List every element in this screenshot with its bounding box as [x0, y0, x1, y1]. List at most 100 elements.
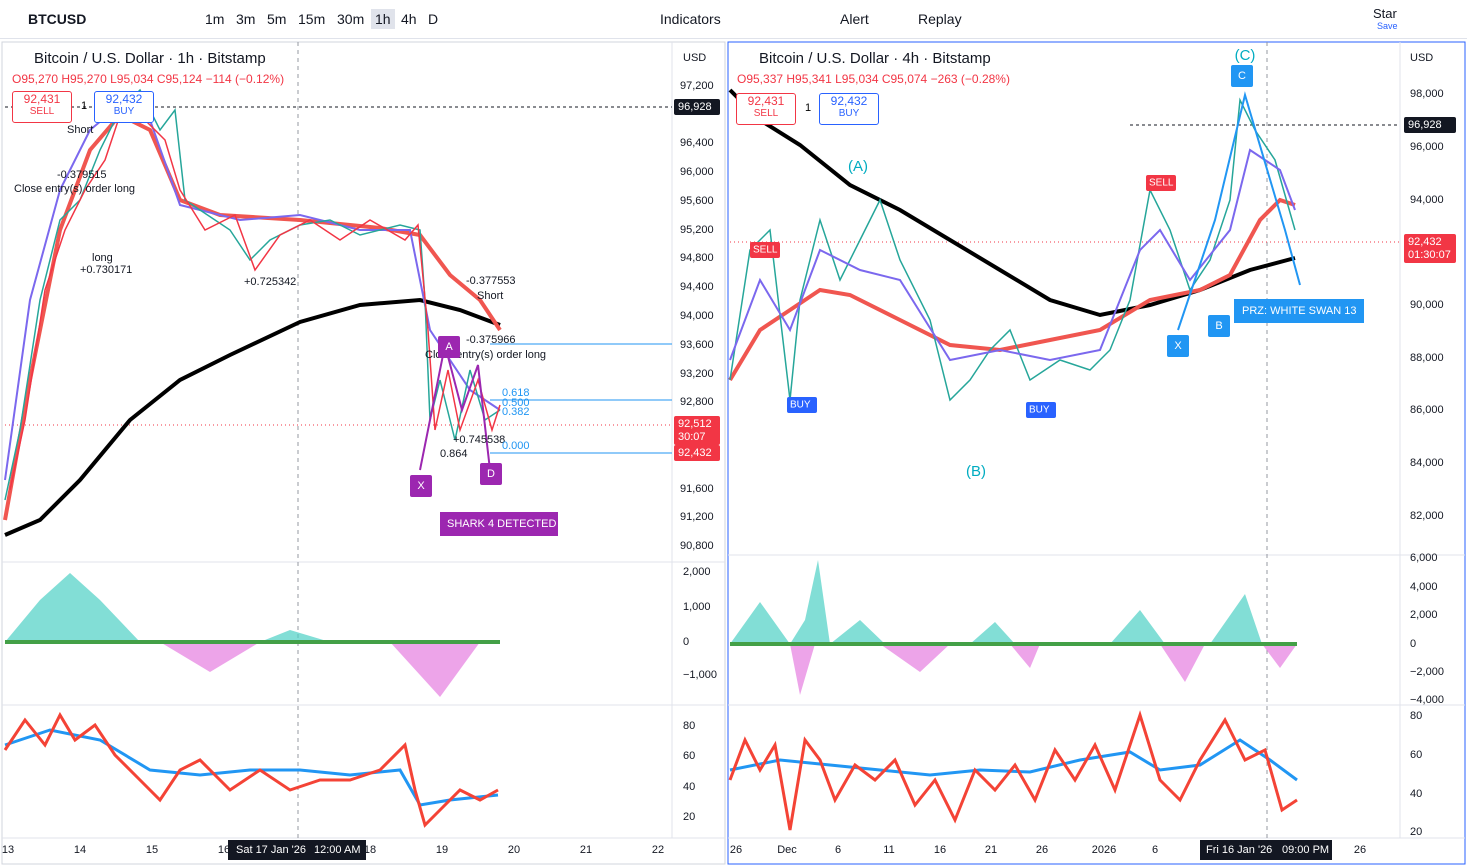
price: 92,432	[830, 94, 868, 108]
prz-label: PRZ: WHITE SWAN 13	[1242, 305, 1357, 317]
ohlc-value: H95,270	[61, 72, 107, 86]
price-axis-label: 82,000	[1410, 510, 1444, 522]
rsi-axis-label: 20	[683, 811, 695, 823]
label: SELL	[753, 108, 779, 119]
strategy-label: long	[92, 252, 113, 264]
moving-average	[4, 103, 501, 481]
time-axis-label: Dec	[777, 844, 797, 856]
user[interactable]: Star	[1373, 6, 1397, 21]
signal-badge	[787, 397, 817, 413]
price-axis-label: 91,200	[680, 511, 714, 523]
alert-button[interactable]: Alert	[840, 11, 869, 27]
strategy-label: Close entry(s) order long	[14, 183, 135, 195]
price-tag	[674, 99, 720, 115]
strategy-label: 0.864	[440, 448, 468, 460]
signal-label: SELL	[1149, 178, 1174, 189]
pattern-point-label: C	[1238, 70, 1246, 82]
crosshair-date: Fri 16 Jan '26	[1206, 844, 1272, 856]
ohlc-value: −263 (−0.28%)	[930, 72, 1010, 86]
fib-label: 0.618	[502, 387, 530, 399]
interval[interactable]: 3m	[236, 11, 256, 27]
ohlc-value: O95,337	[737, 72, 784, 86]
time-axis-label: 14	[74, 844, 86, 856]
countdown-tag-text: 01:30:07	[1408, 249, 1451, 261]
crosshair-date-box	[1200, 840, 1332, 860]
buy-button[interactable]: 92,432 BUY	[94, 91, 154, 123]
price-axis-label: 86,000	[1410, 404, 1444, 416]
right-panel	[727, 41, 1466, 865]
left-panel	[1, 41, 726, 865]
pattern-point-label: X	[1174, 340, 1182, 352]
pattern-point	[410, 475, 432, 497]
time-axis-label: 19	[436, 844, 448, 856]
ohlc-value: H95,341	[786, 72, 832, 86]
replay-button[interactable]: Replay	[918, 11, 962, 27]
osc-histogram	[730, 560, 1262, 644]
osc-axis-label: 0	[1410, 638, 1416, 650]
osc-histogram	[5, 573, 140, 642]
price-tag-text: 92,512	[678, 418, 712, 430]
currency: USD	[1410, 52, 1433, 64]
price-axis-label: 93,200	[680, 368, 714, 380]
symbol[interactable]: BTCUSD	[28, 11, 87, 27]
osc-histogram	[390, 642, 480, 697]
rsi-line	[3, 711, 499, 828]
price-candles	[729, 97, 1296, 402]
pattern-point	[480, 463, 502, 485]
currency: USD	[683, 52, 706, 64]
sell-button[interactable]: 92,431 SELL	[12, 91, 72, 123]
osc-histogram	[160, 642, 260, 672]
price-tag-text: 92,432	[1408, 236, 1442, 248]
save[interactable]: Save	[1377, 21, 1398, 31]
signal-badge	[1026, 402, 1056, 418]
osc-axis-label: 1,000	[683, 601, 711, 613]
chart-title: Bitcoin / U.S. Dollar · 1h · Bitstamp	[34, 50, 266, 67]
crosshair-date: Sat 17 Jan '26	[236, 844, 306, 856]
time-axis-label: 13	[2, 844, 14, 856]
strategy-label: -0.379515	[57, 169, 107, 181]
pattern-point-label: D	[487, 468, 495, 480]
buy-button[interactable]: 92,432 BUY	[819, 93, 879, 125]
time-axis-label: 18	[364, 844, 376, 856]
sell-button[interactable]: 92,431 SELL	[736, 93, 796, 125]
rsi-axis-label: 20	[1410, 826, 1422, 838]
time-axis-label: 2026	[1092, 844, 1116, 856]
pattern-point-label: A	[445, 341, 453, 353]
rsi-axis-label: 60	[1410, 749, 1422, 761]
rsi-axis-label: 60	[683, 750, 695, 762]
fib-label: 0.382	[502, 406, 530, 418]
time-axis-label: 6	[835, 844, 841, 856]
interval[interactable]: 5m	[267, 11, 287, 27]
osc-axis-label: 4,000	[1410, 581, 1438, 593]
ohlc-value: C95,124	[156, 72, 203, 86]
ohlc-value: C95,074	[881, 72, 928, 86]
price-tag-text: 96,928	[1408, 119, 1442, 131]
price-tag-text: 92,432	[678, 447, 712, 459]
interval[interactable]: 15m	[298, 11, 326, 27]
interval[interactable]: 1m	[205, 11, 225, 27]
interval[interactable]: 4h	[401, 11, 417, 27]
ohlc-value: −114 (−0.12%)	[205, 72, 285, 86]
price-axis-label: 96,400	[680, 137, 714, 149]
crosshair-time: 09:00 PM	[1282, 844, 1329, 856]
price-axis-label: 90,000	[1410, 299, 1444, 311]
price-axis-label: 95,200	[680, 224, 714, 236]
fib-label: 0.000	[502, 440, 530, 452]
spread: 1	[805, 102, 812, 114]
time-axis-label: 11	[883, 844, 894, 856]
indicators-button[interactable]: Indicators	[660, 11, 721, 27]
interval[interactable]: 30m	[337, 11, 365, 27]
interval-active[interactable]: 1h	[371, 9, 395, 29]
wave-label: (A)	[848, 158, 868, 175]
time-axis-label: 16	[934, 844, 946, 856]
price-candles	[4, 88, 501, 501]
osc-axis-label: 0	[683, 636, 689, 648]
countdown-tag	[1404, 247, 1456, 263]
rsi-line	[4, 728, 499, 807]
pattern-badge	[440, 512, 558, 536]
rsi-axis-label: 40	[1410, 788, 1422, 800]
price-axis-label: 97,200	[680, 80, 714, 92]
label: BUY	[113, 106, 135, 117]
interval[interactable]: D	[428, 11, 439, 27]
